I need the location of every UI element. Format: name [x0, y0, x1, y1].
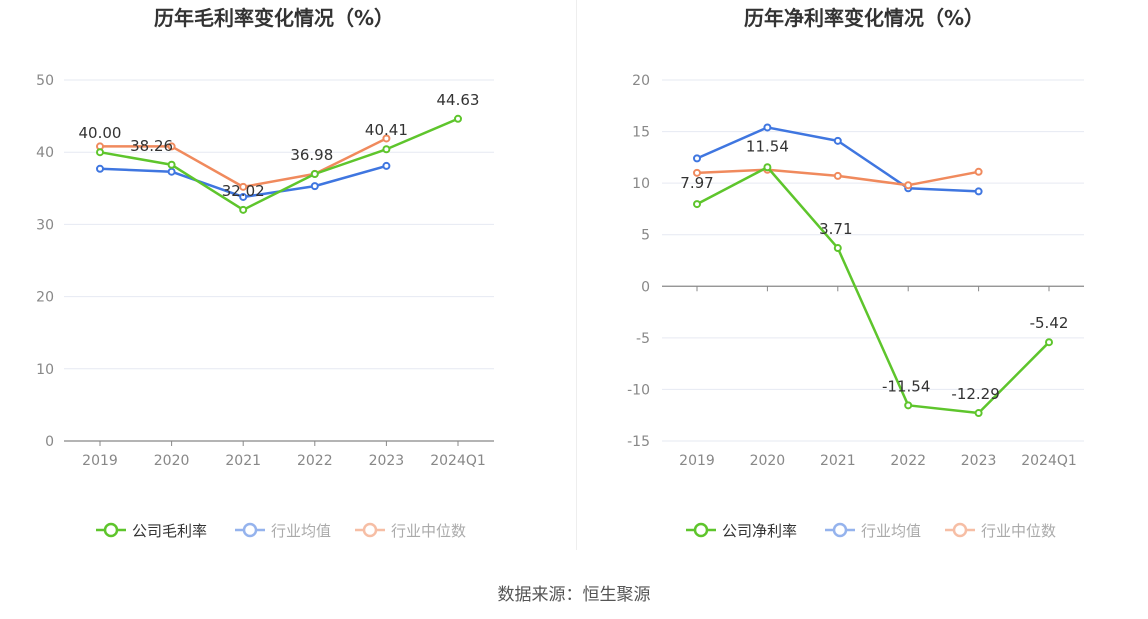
data-point[interactable] — [833, 244, 842, 253]
data-point[interactable] — [96, 164, 104, 173]
data-label: 7.97 — [680, 174, 713, 192]
legend-label: 行业均值 — [861, 522, 921, 540]
data-point[interactable] — [310, 170, 319, 179]
chart-divider — [576, 0, 577, 550]
y-tick-label: 20 — [36, 290, 54, 306]
legend-item[interactable]: 行业中位数 — [945, 522, 1056, 540]
chart-title: 历年毛利率变化情况（%） — [154, 6, 394, 30]
y-tick-label: 30 — [36, 217, 54, 233]
data-label: -11.54 — [882, 377, 930, 395]
data-label: 40.00 — [79, 124, 122, 142]
data-point[interactable] — [167, 167, 176, 176]
data-label: 38.26 — [130, 137, 173, 155]
y-tick-label: 5 — [641, 228, 650, 244]
x-tick-label: 2021 — [225, 453, 261, 469]
y-tick-label: 0 — [45, 434, 54, 450]
data-point[interactable] — [382, 161, 391, 170]
y-tick-label: 40 — [36, 145, 54, 161]
data-point[interactable] — [239, 205, 248, 214]
series-line — [99, 117, 459, 212]
data-label: 44.63 — [437, 91, 480, 109]
y-tick-label: 50 — [36, 73, 54, 89]
x-tick-label: 2023 — [369, 453, 405, 469]
data-label: 32.02 — [222, 182, 265, 200]
chart-panel-1: 历年毛利率变化情况（%） 0 10 20 30 40 50 2019 2020 2021 2022 2… — [36, 6, 494, 540]
data-label: 11.54 — [746, 137, 789, 155]
x-tick-label: 2020 — [154, 453, 190, 469]
y-tick-label: 15 — [632, 125, 650, 141]
data-point[interactable] — [763, 163, 772, 172]
data-point[interactable] — [382, 134, 391, 143]
legend-item[interactable]: 行业中位数 — [355, 522, 466, 540]
x-tick-label: 2024Q1 — [1021, 453, 1077, 469]
x-tick-label: 2021 — [820, 453, 856, 469]
data-point[interactable] — [904, 401, 913, 410]
data-point[interactable] — [974, 409, 983, 418]
legend-label: 行业中位数 — [391, 522, 466, 540]
data-point[interactable] — [763, 123, 772, 132]
x-tick-label: 2019 — [679, 453, 715, 469]
legend-marker — [242, 522, 258, 538]
data-label: -5.42 — [1030, 314, 1069, 332]
x-tick-label: 2022 — [890, 453, 926, 469]
data-point[interactable] — [693, 154, 701, 163]
y-tick-label: 0 — [641, 279, 650, 295]
series-line — [696, 166, 1050, 415]
data-point[interactable] — [904, 181, 913, 190]
data-label: 36.98 — [290, 146, 333, 164]
data-point[interactable] — [239, 192, 248, 201]
y-tick-label: 20 — [632, 73, 650, 89]
legend-marker — [832, 522, 848, 538]
data-point[interactable] — [974, 167, 983, 176]
data-point[interactable] — [167, 142, 176, 151]
y-tick-label: -5 — [636, 331, 650, 347]
data-point[interactable] — [833, 136, 842, 145]
y-tick-label: 10 — [632, 176, 650, 192]
x-tick-label: 2024Q1 — [430, 453, 486, 469]
legend-label: 行业中位数 — [981, 522, 1056, 540]
legend-marker — [362, 522, 378, 538]
data-source: 数据来源：恒生聚源 — [497, 585, 651, 605]
chart-panel-2: 历年净利率变化情况（%） -15 -10 -5 0 5 10 15 20 2019 2020 2021… — [627, 6, 1084, 540]
data-point[interactable] — [833, 171, 842, 180]
data-point[interactable] — [382, 145, 391, 154]
data-label: 40.41 — [365, 121, 408, 139]
x-tick-label: 2019 — [82, 453, 118, 469]
x-tick-label: 2020 — [750, 453, 786, 469]
legend-marker — [103, 522, 119, 538]
legend-marker — [693, 522, 709, 538]
x-tick-label: 2022 — [297, 453, 333, 469]
chart-title: 历年净利率变化情况（%） — [744, 6, 984, 30]
data-point[interactable] — [454, 114, 462, 123]
legend-marker — [952, 522, 968, 538]
legend-item[interactable]: 公司毛利率 — [96, 522, 207, 540]
data-label: 3.71 — [819, 220, 852, 238]
data-point[interactable] — [974, 187, 983, 196]
x-tick-label: 2023 — [961, 453, 997, 469]
data-point[interactable] — [96, 148, 104, 157]
data-point[interactable] — [1045, 338, 1053, 347]
legend-item[interactable]: 行业均值 — [825, 522, 921, 540]
data-point[interactable] — [693, 200, 701, 209]
legend-label: 行业均值 — [271, 522, 331, 540]
legend-label: 公司净利率 — [722, 522, 797, 540]
data-point[interactable] — [693, 168, 701, 177]
y-tick-label: 10 — [36, 362, 54, 378]
legend-label: 公司毛利率 — [132, 522, 207, 540]
y-tick-label: -15 — [627, 434, 650, 450]
data-point[interactable] — [167, 160, 176, 169]
legend-item[interactable]: 行业均值 — [235, 522, 331, 540]
data-label: -12.29 — [951, 385, 999, 403]
legend-item[interactable]: 公司净利率 — [686, 522, 797, 540]
data-point[interactable] — [310, 182, 319, 191]
data-point[interactable] — [239, 182, 248, 191]
y-tick-label: -10 — [627, 382, 650, 398]
